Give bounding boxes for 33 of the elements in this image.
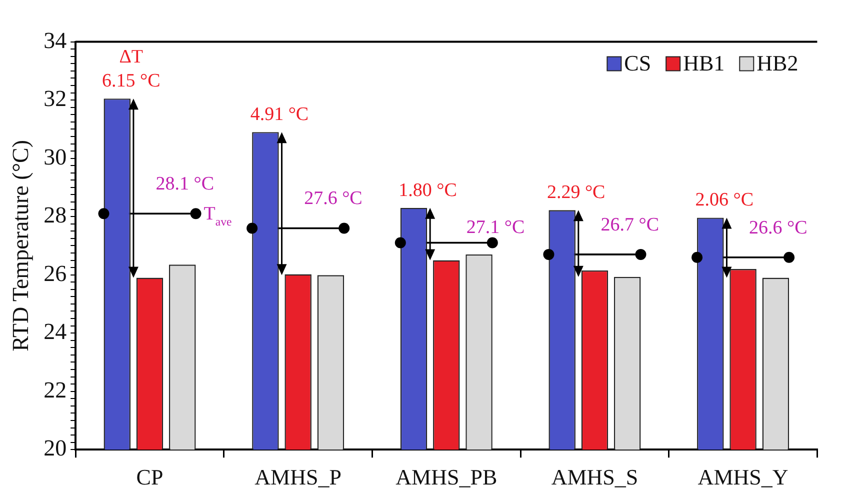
data-label: 28.1 °C: [156, 174, 214, 195]
annotation: ΔT: [119, 46, 144, 68]
y-tick-label: 34: [44, 28, 68, 53]
point: [246, 222, 258, 234]
y-tick-label: 24: [44, 319, 68, 344]
y-tick-label: 26: [44, 260, 67, 286]
annotation: 2.06 °C: [695, 190, 754, 211]
point: [543, 248, 554, 260]
y-tick-label: 30: [44, 144, 67, 170]
legend-label: HB2: [756, 50, 798, 76]
y-tick-label: 20: [44, 436, 67, 461]
x-tick-label: AMHS_PB: [396, 464, 498, 490]
point: [692, 252, 703, 263]
y-tick-label: 32: [44, 86, 67, 112]
x-tick-label: AMHS_P: [254, 464, 342, 490]
y-tick-label: 22: [44, 377, 67, 402]
y-tick-label: 28: [44, 202, 67, 228]
legend-label: CS: [624, 50, 652, 76]
data-label: 26.7 °C: [600, 214, 659, 236]
point: [394, 237, 406, 248]
annotation: 4.91 °C: [250, 104, 309, 126]
y-axis-title: RTD Temperature (°C): [8, 140, 33, 352]
annotation: 6.15 °C: [102, 70, 160, 92]
x-tick-label: AMHS_S: [551, 464, 638, 490]
x-tick-label: CP: [136, 464, 164, 490]
annotation: 1.80 °C: [398, 180, 457, 201]
data-label: 27.6 °C: [304, 188, 362, 210]
annotation: 2.29 °C: [546, 182, 606, 204]
data-label: 27.1 °C: [466, 216, 525, 238]
x-tick-label: AMHS_Y: [698, 464, 788, 490]
data-label: 26.6 °C: [749, 217, 808, 238]
point: [98, 208, 110, 220]
legend-label: HB1: [683, 50, 725, 76]
